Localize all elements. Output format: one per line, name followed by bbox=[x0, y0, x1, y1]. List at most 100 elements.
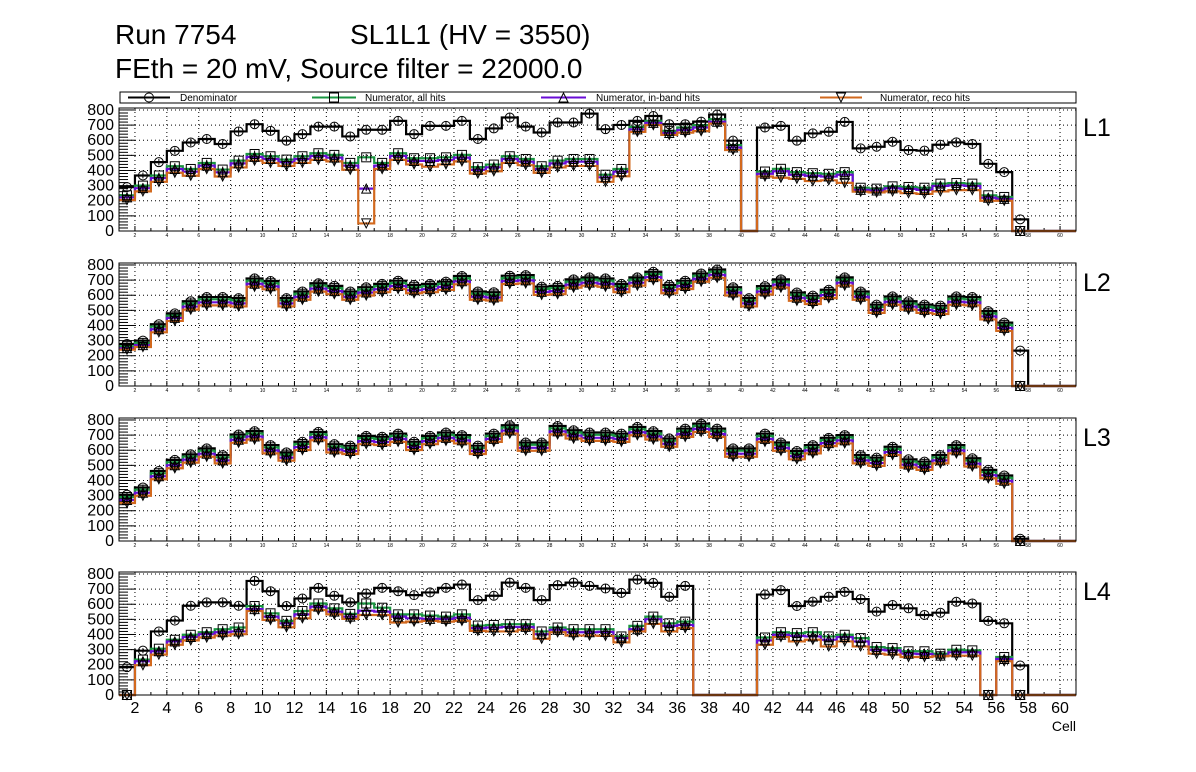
x-tick-label: 42 bbox=[764, 700, 782, 717]
x-tick-label: 40 bbox=[738, 388, 744, 394]
data-point-triangle-down bbox=[727, 451, 739, 463]
x-tick-label: 50 bbox=[892, 700, 910, 717]
data-point-triangle-down bbox=[504, 428, 516, 440]
data-point-triangle-down bbox=[440, 159, 452, 171]
x-tick-label: 14 bbox=[324, 233, 330, 239]
data-point-circle bbox=[361, 124, 372, 135]
data-point-triangle-down bbox=[775, 445, 787, 457]
x-tick-label: 58 bbox=[1025, 543, 1031, 549]
x-tick-label: 20 bbox=[419, 388, 425, 394]
x-tick-label: 18 bbox=[387, 233, 393, 239]
data-point-triangle-down bbox=[855, 458, 866, 470]
data-point-square bbox=[361, 152, 372, 163]
data-point-triangle-down bbox=[472, 294, 484, 306]
x-tick-label: 6 bbox=[197, 233, 200, 239]
panel-label-l3: L3 bbox=[1083, 424, 1111, 452]
x-tick-label: 22 bbox=[451, 543, 457, 549]
data-point-triangle-down bbox=[967, 300, 978, 311]
data-point-triangle-down bbox=[998, 478, 1010, 490]
data-point-circle bbox=[377, 582, 388, 593]
data-point-triangle-down bbox=[632, 626, 643, 638]
data-point-triangle-down bbox=[568, 282, 579, 294]
data-point-circle bbox=[265, 125, 276, 136]
data-point-triangle-down bbox=[201, 632, 213, 644]
data-point-circle bbox=[472, 134, 483, 145]
data-point-triangle-down bbox=[791, 295, 803, 307]
data-point-triangle-down bbox=[488, 436, 500, 448]
x-tick-label: 8 bbox=[229, 543, 232, 549]
data-point-circle bbox=[903, 145, 914, 156]
x-tick-label: 28 bbox=[547, 543, 553, 549]
data-point-circle bbox=[759, 589, 770, 600]
data-point-circle bbox=[775, 120, 786, 131]
data-point-triangle-down bbox=[600, 281, 611, 293]
x-tick-label: 4 bbox=[165, 543, 168, 549]
data-point-triangle-down bbox=[456, 156, 468, 168]
data-point-triangle-down bbox=[185, 304, 197, 316]
data-point-circle bbox=[983, 615, 994, 626]
x-tick-label: 36 bbox=[674, 233, 680, 239]
data-point-circle bbox=[520, 121, 531, 132]
data-point-circle bbox=[440, 582, 451, 593]
data-point-circle bbox=[600, 583, 611, 594]
x-tick-label: 56 bbox=[987, 700, 1005, 717]
x-tick-label: 12 bbox=[286, 700, 304, 717]
data-point-triangle-down bbox=[217, 630, 228, 642]
data-point-triangle-down bbox=[249, 281, 260, 293]
x-tick-label: 6 bbox=[197, 388, 200, 394]
x-tick-label: 14 bbox=[324, 388, 330, 394]
x-tick-label: 4 bbox=[165, 388, 168, 394]
data-point-circle bbox=[456, 115, 467, 126]
data-point-triangle-down bbox=[600, 630, 611, 642]
data-point-triangle-down bbox=[376, 163, 388, 175]
data-point-triangle-down bbox=[791, 636, 803, 648]
data-point-circle bbox=[425, 587, 436, 598]
data-point-circle bbox=[153, 157, 164, 168]
x-tick-label: 60 bbox=[1057, 543, 1063, 549]
y-tick-label: 400 bbox=[87, 626, 114, 643]
data-point-circle bbox=[201, 134, 212, 145]
y-tick-label: 100 bbox=[87, 518, 114, 535]
data-point-triangle-down bbox=[919, 652, 930, 663]
x-tick-label: 20 bbox=[419, 233, 425, 239]
x-tick-label: 50 bbox=[898, 388, 904, 394]
data-point-circle bbox=[345, 597, 356, 608]
data-point-triangle-down bbox=[823, 293, 835, 304]
data-point-triangle-down bbox=[233, 301, 244, 313]
x-tick-label: 30 bbox=[579, 388, 585, 394]
data-point-triangle-down bbox=[169, 463, 181, 474]
y-tick-label: 0 bbox=[105, 533, 114, 550]
data-point-triangle-down bbox=[121, 194, 133, 206]
data-point-triangle-down bbox=[360, 290, 372, 302]
data-point-circle bbox=[632, 574, 643, 585]
series-line-1 bbox=[119, 118, 1076, 233]
data-point-triangle-down bbox=[839, 438, 851, 450]
data-point-triangle-down bbox=[616, 171, 627, 182]
data-point-triangle-down bbox=[313, 154, 324, 166]
data-point-triangle-down bbox=[982, 195, 994, 207]
data-point-circle bbox=[887, 136, 898, 147]
data-point-triangle-down bbox=[648, 275, 659, 286]
data-point-triangle-down bbox=[504, 279, 516, 290]
chamber-title: SL1L1 (HV = 3550) bbox=[350, 19, 591, 50]
legend-label-all-hits: Numerator, all hits bbox=[365, 93, 446, 104]
data-point-circle bbox=[536, 127, 547, 138]
data-point-circle bbox=[759, 122, 770, 133]
x-tick-label: 16 bbox=[355, 233, 361, 239]
x-tick-label: 46 bbox=[828, 700, 846, 717]
x-tick-label: 52 bbox=[924, 700, 942, 717]
x-tick-label: 42 bbox=[770, 233, 776, 239]
data-point-triangle-down bbox=[982, 473, 994, 484]
data-point-triangle-up bbox=[871, 184, 882, 196]
x-tick-label: 10 bbox=[254, 700, 272, 717]
x-tick-label: 56 bbox=[993, 388, 999, 394]
data-point-triangle-down bbox=[169, 167, 181, 179]
data-point-triangle-down bbox=[919, 307, 930, 319]
data-point-triangle-down bbox=[807, 448, 819, 460]
data-point-triangle-down bbox=[903, 188, 914, 199]
data-point-triangle-down bbox=[201, 300, 213, 311]
x-tick-label: 20 bbox=[413, 700, 431, 717]
data-point-triangle-down bbox=[233, 162, 244, 174]
data-point-circle bbox=[488, 590, 499, 601]
